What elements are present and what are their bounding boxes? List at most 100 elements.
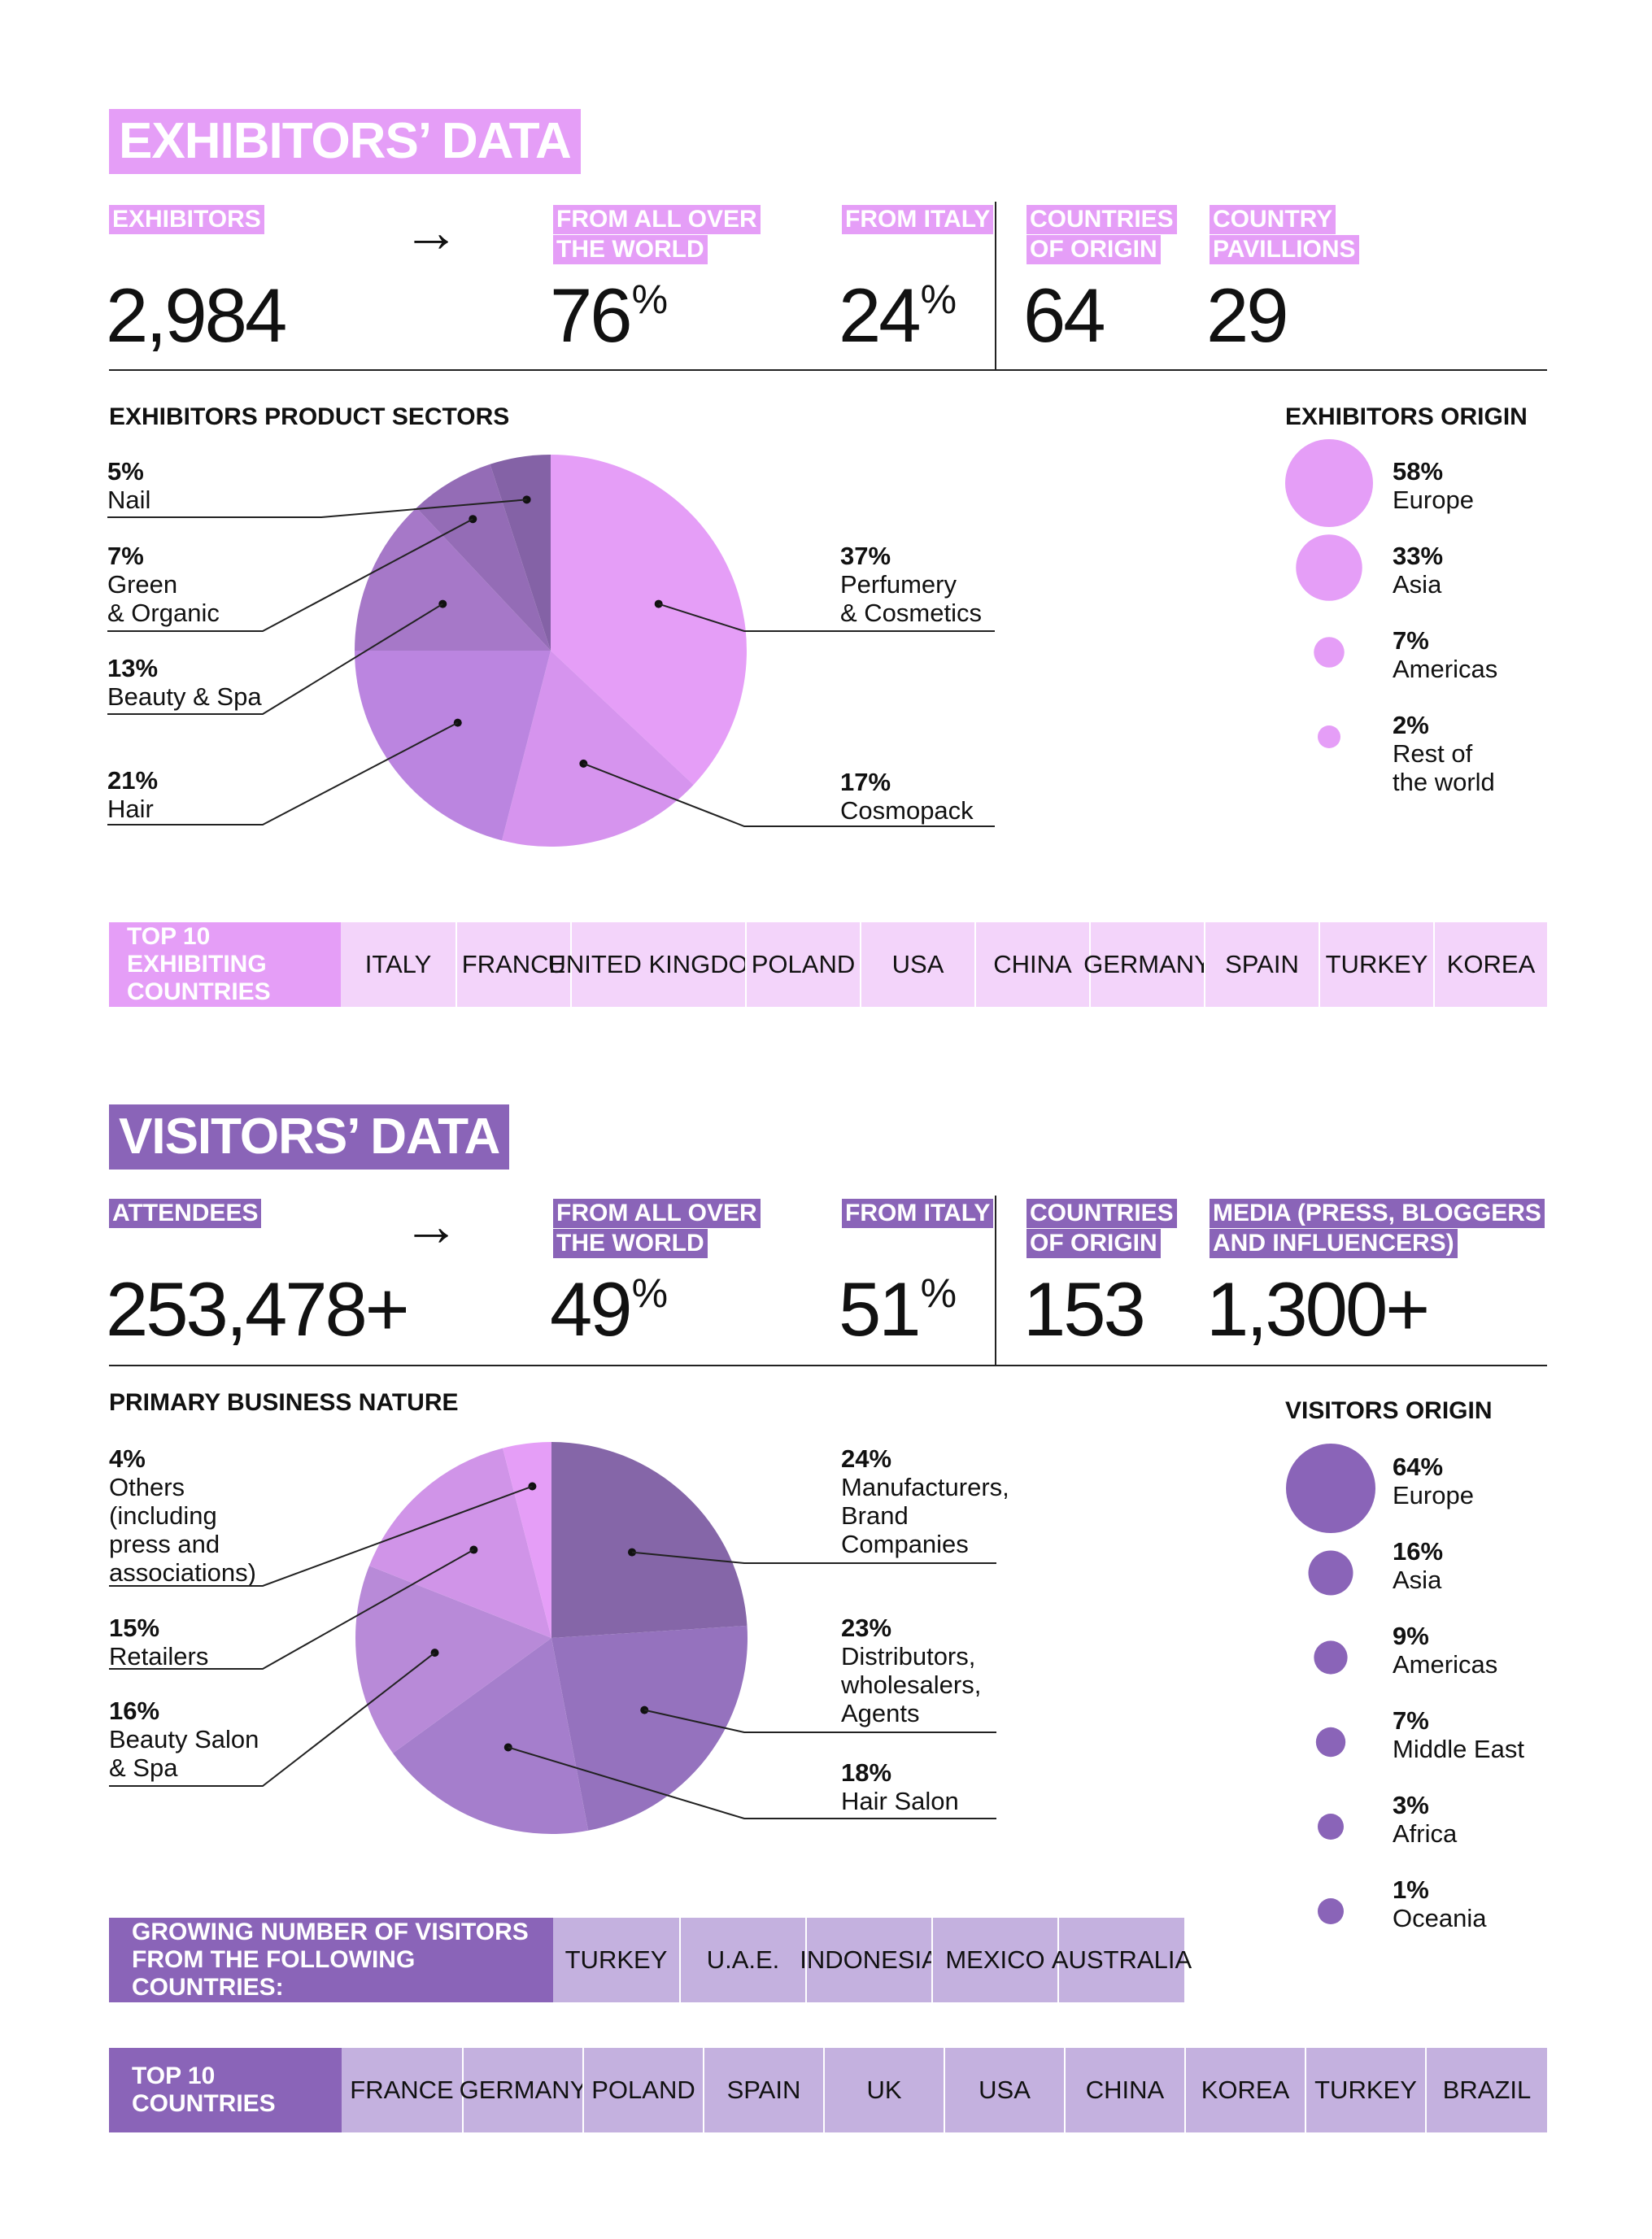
origin-label-europe: 64% Europe: [1393, 1453, 1474, 1509]
origin-bubble-middle-east: [1315, 1727, 1346, 1758]
visitors-world-label: FROM ALL OVER THE WORLD: [553, 1199, 761, 1259]
txt: Distributors, wholesalers, Agents: [841, 1642, 982, 1727]
label-line: AND INFLUENCERS): [1210, 1229, 1458, 1258]
txt: Nail: [107, 486, 151, 514]
origin-bubble-europe: [1286, 1444, 1375, 1533]
country-cell: GERMANY: [1083, 922, 1211, 1007]
leader-line: [582, 762, 995, 827]
value: 24: [839, 272, 922, 358]
txt: Beauty & Spa: [107, 682, 262, 711]
sectors-title: EXHIBITORS PRODUCT SECTORS: [109, 403, 510, 430]
pct: 7%: [107, 542, 144, 570]
pct: 33%: [1393, 542, 1444, 570]
leader-line: [109, 1485, 533, 1587]
unit: %: [920, 1270, 957, 1316]
visitors-attendees-label: ATTENDEES: [109, 1199, 262, 1229]
label-line: FROM ITALY: [842, 205, 994, 234]
label-line: PAVILLIONS: [1210, 235, 1359, 264]
growing-countries-bar: GROWING NUMBER OF VISITORS FROM THE FOLLO…: [109, 1918, 1192, 2002]
txt: Others (including press and associations…: [109, 1473, 256, 1587]
txt: Retailers: [109, 1642, 209, 1671]
pct: 7%: [1393, 626, 1429, 655]
pie-label-perfumery: 37% Perfumery & Cosmetics: [840, 542, 982, 627]
country-cell: BRAZIL: [1425, 2048, 1547, 2132]
country-cell: KOREA: [1433, 922, 1547, 1007]
title-text: TOP 10 COUNTRIES: [132, 2063, 276, 2117]
pie-slice-hair-salon: [393, 1638, 589, 1834]
origin-label-europe: 58% Europe: [1393, 457, 1474, 514]
exhibitors-pavillions-label: COUNTRY PAVILLIONS: [1210, 205, 1359, 265]
growing-title: GROWING NUMBER OF VISITORS FROM THE FOLLO…: [109, 1918, 553, 2002]
txt: Middle East: [1393, 1735, 1524, 1763]
txt: Hair Salon: [841, 1787, 959, 1815]
origin-bubble-africa: [1318, 1814, 1344, 1840]
label-line: COUNTRIES: [1027, 1199, 1177, 1228]
origin-bubble-asia: [1308, 1550, 1353, 1596]
leader-line: [109, 1652, 436, 1787]
txt: Asia: [1393, 1566, 1442, 1594]
value: 49: [550, 1266, 633, 1352]
pie-label-beauty-spa: 13% Beauty & Spa: [107, 654, 262, 711]
pie-label-others: 4% Others (including press and associatio…: [109, 1444, 256, 1587]
top-exhibiting-countries-bar: TOP 10 EXHIBITING COUNTRIES ITALY FRANCE …: [109, 922, 1547, 1007]
business-title: PRIMARY BUSINESS NATURE: [109, 1389, 459, 1416]
pie-label-hair: 21% Hair: [107, 766, 158, 823]
arrow-right-icon: →: [403, 200, 460, 264]
country-cell: FRANCE: [455, 922, 570, 1007]
pct: 5%: [107, 457, 144, 486]
leader-line: [644, 1709, 996, 1733]
pct: 1%: [1393, 1875, 1429, 1904]
pct: 2%: [1393, 711, 1429, 739]
pie-label-nail: 5% Nail: [107, 457, 150, 514]
label-line: FROM ITALY: [842, 1199, 994, 1228]
pct: 9%: [1393, 1622, 1429, 1650]
pie-slice-beauty-salon-spa: [355, 1566, 551, 1753]
pct: 58%: [1393, 457, 1444, 486]
label-line: FROM ALL OVER: [553, 1199, 761, 1228]
label-line: MEDIA (PRESS, BLOGGERS: [1210, 1199, 1545, 1228]
pie-slice-manufacturers-brand-companies: [551, 1442, 748, 1638]
visitors-media-label: MEDIA (PRESS, BLOGGERS AND INFLUENCERS): [1210, 1199, 1545, 1259]
label-line: OF ORIGIN: [1027, 1229, 1161, 1258]
visitors-countries-value: 153: [1023, 1266, 1146, 1352]
top-exhibiting-title: TOP 10 EXHIBITING COUNTRIES: [109, 922, 341, 1007]
country-cell: TURKEY: [1319, 922, 1433, 1007]
country-cell: INDONESIA: [800, 1918, 939, 2002]
txt: Beauty Salon & Spa: [109, 1725, 259, 1782]
origin-label-americas: 7% Americas: [1393, 626, 1497, 683]
country-cell: TURKEY: [1305, 2048, 1425, 2132]
title-text: TOP 10 EXHIBITING COUNTRIES: [127, 923, 271, 1005]
exhibitors-origin-title: EXHIBITORS ORIGIN: [1285, 403, 1528, 430]
country-cell: ITALY: [341, 922, 455, 1007]
country-cell: TURKEY: [553, 1918, 679, 2002]
stats-divider: [995, 202, 996, 369]
origin-label-oceania: 1% Oceania: [1393, 1875, 1486, 1932]
txt: Oceania: [1393, 1904, 1487, 1932]
country-cell: SPAIN: [1204, 922, 1319, 1007]
origin-bubble-americas: [1314, 637, 1345, 668]
leader-line: [107, 603, 443, 715]
exhibitors-countries-value: 64: [1023, 272, 1106, 358]
txt: Hair: [107, 795, 154, 823]
visitors-countries-label: COUNTRIES OF ORIGIN: [1027, 1199, 1177, 1259]
country-cell: USA: [944, 2048, 1064, 2132]
origin-bubble-rest-of-the-world: [1318, 725, 1340, 748]
pie-label-retailers: 15% Retailers: [109, 1614, 208, 1671]
txt: Africa: [1393, 1819, 1458, 1848]
visitors-italy-value: 51%: [839, 1269, 957, 1350]
visitors-attendees-value: 253,478+: [106, 1266, 410, 1352]
pie-slice-green-organic: [416, 464, 551, 651]
visitors-origin-title: VISITORS ORIGIN: [1285, 1397, 1493, 1424]
country-cell: CHINA: [974, 922, 1089, 1007]
exhibitors-count-label: EXHIBITORS: [109, 205, 264, 235]
origin-label-africa: 3% Africa: [1393, 1791, 1457, 1848]
txt: Rest of the world: [1393, 739, 1495, 796]
origin-label-rest: 2% Rest of the world: [1393, 711, 1495, 796]
pie-label-cosmopack: 17% Cosmopack: [840, 768, 974, 825]
origin-label-middle-east: 7% Middle East: [1393, 1706, 1524, 1763]
label-line: ATTENDEES: [109, 1199, 262, 1228]
value: 51: [839, 1266, 922, 1352]
top-visitor-countries-bar: TOP 10 COUNTRIES FRANCE GERMANY POLAND SP…: [109, 2048, 1547, 2132]
origin-label-asia: 33% Asia: [1393, 542, 1443, 599]
